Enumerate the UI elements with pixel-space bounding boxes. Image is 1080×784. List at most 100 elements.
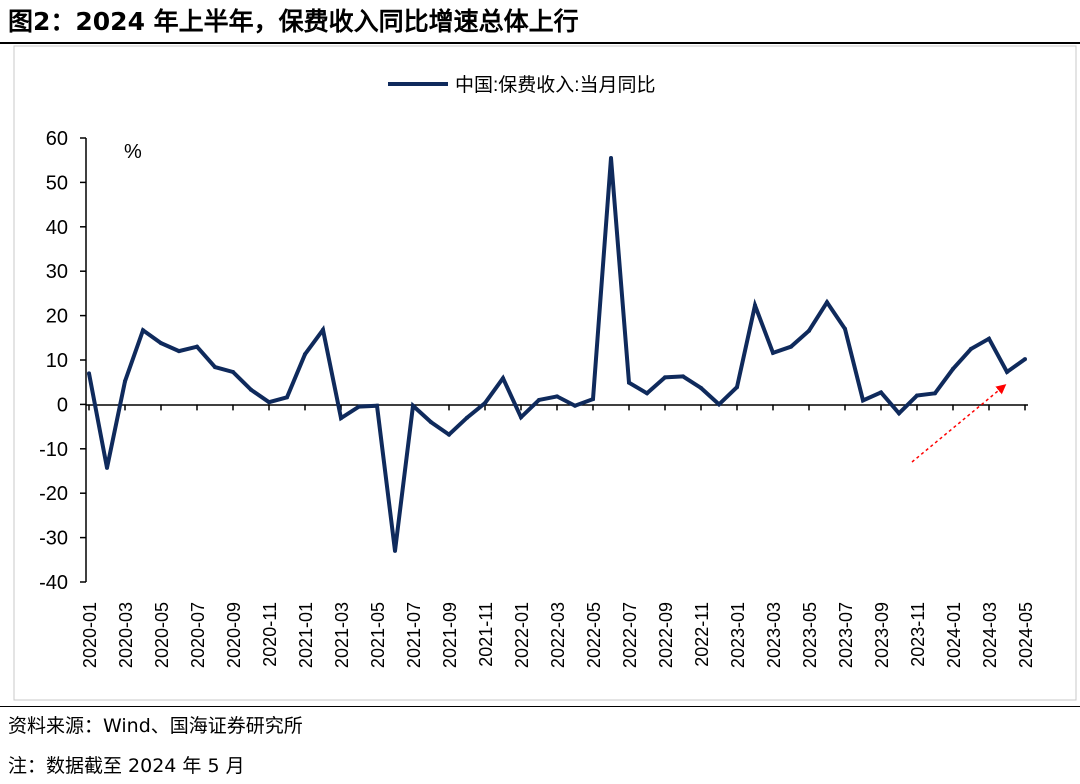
y-tick-label: 20 <box>46 306 68 328</box>
figure-title: 图2：2024 年上半年，保费收入同比增速总体上行 <box>8 7 579 36</box>
y-tick-label: 50 <box>46 172 68 194</box>
data-point-2023-04 <box>789 344 793 349</box>
x-tick-label: 2023-03 <box>764 602 784 668</box>
x-tick-label: 2022-05 <box>584 602 604 668</box>
data-point-2020-03 <box>123 379 127 384</box>
x-tick-label: 2021-11 <box>476 602 496 667</box>
x-tick-label: 2020-09 <box>224 602 244 668</box>
data-point-2022-09 <box>663 375 667 380</box>
data-point-2020-02 <box>105 465 109 470</box>
x-tick-label: 2021-01 <box>296 602 316 668</box>
data-point-2024-04 <box>1005 369 1009 374</box>
x-tick-label: 2023-09 <box>872 602 892 668</box>
x-tick-label: 2022-11 <box>692 602 712 667</box>
data-point-2020-09 <box>231 369 235 374</box>
data-point-2023-09 <box>879 390 883 395</box>
data-point-2023-02 <box>753 303 757 308</box>
x-tick-label: 2022-03 <box>548 602 568 668</box>
data-point-2022-01 <box>519 415 523 420</box>
x-tick-label: 2023-11 <box>908 602 928 667</box>
y-tick-label: 60 <box>46 128 68 150</box>
data-point-2023-01 <box>735 385 739 390</box>
series-points <box>87 155 1027 553</box>
chart-frame <box>13 45 1077 701</box>
data-point-2022-08 <box>645 391 649 396</box>
data-point-2022-12 <box>717 402 721 407</box>
x-tick-label: 2020-05 <box>152 602 172 668</box>
x-tick-label: 2023-07 <box>836 602 856 668</box>
data-point-2023-11 <box>915 393 919 398</box>
x-tick-label: 2020-07 <box>188 602 208 668</box>
data-point-2021-08 <box>429 420 433 425</box>
title-divider <box>0 42 1080 44</box>
data-point-2023-10 <box>897 411 901 416</box>
y-axis-unit: % <box>124 141 142 163</box>
x-tick-label: 2020-11 <box>260 602 280 667</box>
data-point-2021-05 <box>375 403 379 408</box>
x-tick-label: 2021-03 <box>332 602 352 668</box>
source-note: 资料来源：Wind、国海证券研究所 <box>8 715 303 737</box>
data-point-2020-05 <box>159 341 163 346</box>
footer-divider <box>0 706 1080 707</box>
data-point-2023-03 <box>771 350 775 355</box>
data-point-2021-03 <box>339 416 343 421</box>
data-point-2024-02 <box>969 346 973 351</box>
data-point-2022-11 <box>699 385 703 390</box>
series-line <box>87 157 1027 552</box>
data-point-2024-01 <box>951 366 955 371</box>
legend-label: 中国:保费收入:当月同比 <box>455 74 656 96</box>
data-point-2020-11 <box>267 400 271 405</box>
data-point-2023-07 <box>843 326 847 331</box>
data-point-2023-08 <box>861 398 865 403</box>
y-tick-label: -20 <box>39 483 68 505</box>
data-point-2022-02 <box>537 397 541 402</box>
data-point-2020-08 <box>213 365 217 370</box>
data-point-2020-12 <box>285 395 289 400</box>
data-point-2021-09 <box>447 432 451 437</box>
x-tick-label: 2023-01 <box>728 602 748 668</box>
y-tick-label: 40 <box>46 217 68 239</box>
data-point-2020-01 <box>87 371 91 376</box>
x-tick-label: 2021-05 <box>368 602 388 668</box>
data-point-2022-04 <box>573 403 577 408</box>
x-tick-label: 2021-07 <box>404 602 424 668</box>
data-point-2020-04 <box>141 328 145 333</box>
data-point-2023-05 <box>807 328 811 333</box>
data-point-2021-02 <box>321 327 325 332</box>
x-tick-label: 2022-07 <box>620 602 640 668</box>
x-tick-label: 2023-05 <box>800 602 820 668</box>
y-tick-label: 0 <box>57 394 68 416</box>
data-point-2021-07 <box>411 403 415 408</box>
data-point-2022-05 <box>591 397 595 402</box>
data-note: 注：数据截至 2024 年 5 月 <box>8 755 245 777</box>
data-point-2024-03 <box>987 336 991 341</box>
x-tick-label: 2024-05 <box>1016 602 1036 668</box>
data-point-2021-06 <box>393 548 397 553</box>
data-point-2020-10 <box>249 387 253 392</box>
data-point-2021-04 <box>357 404 361 409</box>
x-tick-label: 2021-09 <box>440 602 460 668</box>
data-point-2023-12 <box>933 391 937 396</box>
x-axis-ticks: 2020-01 2020-03 2020-05 2020-07 2020-09 2020-… <box>80 404 1036 668</box>
data-point-2021-01 <box>303 352 307 357</box>
data-point-2022-03 <box>555 394 559 399</box>
x-tick-label: 2024-01 <box>944 602 964 668</box>
data-point-2022-07 <box>627 380 631 385</box>
x-tick-label: 2022-01 <box>512 602 532 668</box>
data-point-2021-10 <box>465 415 469 420</box>
data-point-2023-06 <box>825 300 829 305</box>
x-tick-label: 2022-09 <box>656 602 676 668</box>
data-point-2024-05 <box>1023 357 1027 362</box>
y-tick-label: 10 <box>46 350 68 372</box>
y-tick-label: -30 <box>39 528 68 550</box>
data-point-2021-11 <box>483 401 487 406</box>
data-point-2022-10 <box>681 374 685 379</box>
y-axis-ticks: 60 50 40 30 20 10 0 -10 -20 -30 -40 <box>39 128 86 594</box>
legend: 中国:保费收入:当月同比 <box>388 74 656 96</box>
data-point-2020-06 <box>177 349 181 354</box>
data-point-2022-06 <box>609 155 613 160</box>
y-tick-label: -10 <box>39 439 68 461</box>
line-chart: 中国:保费收入:当月同比 % 60 50 40 30 20 10 0 -10 -20 -30 -40… <box>13 45 1077 701</box>
x-tick-label: 2020-03 <box>116 602 136 668</box>
data-point-2020-07 <box>195 344 199 349</box>
